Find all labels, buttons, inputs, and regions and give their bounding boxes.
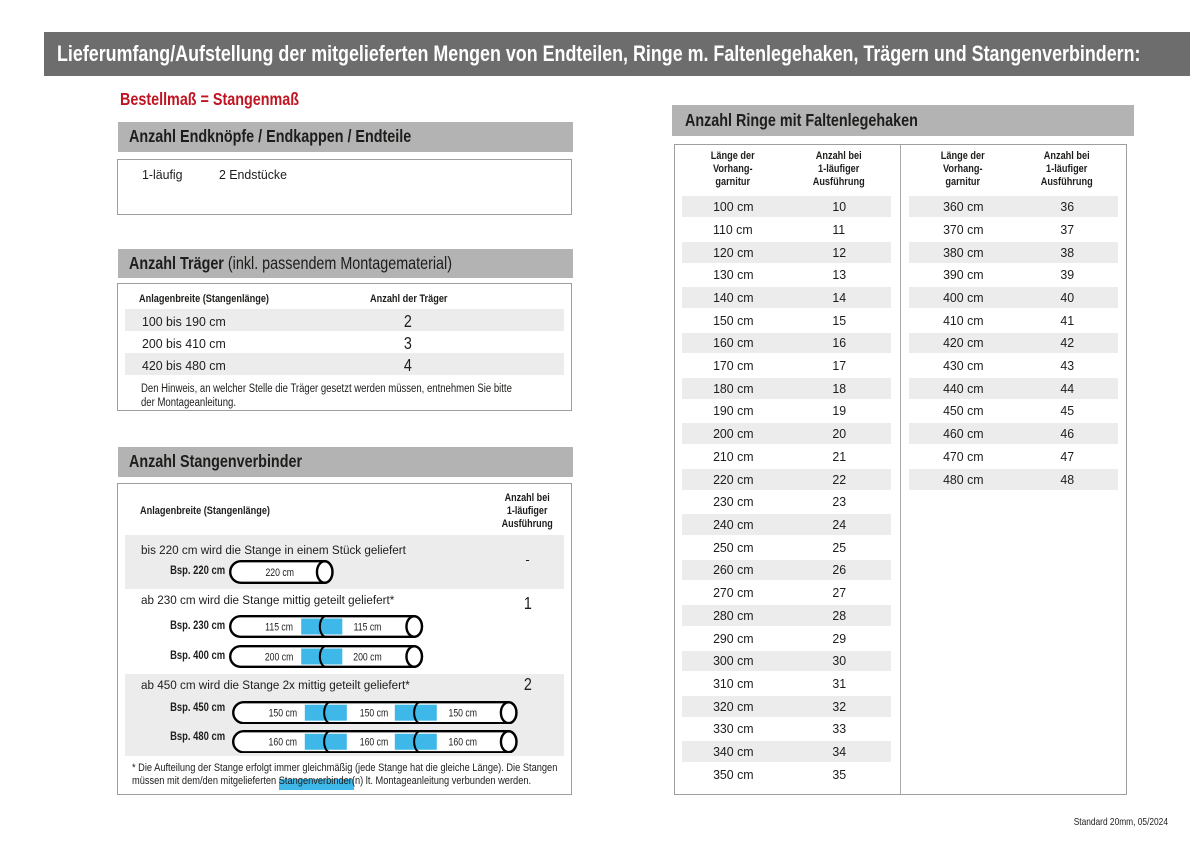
svg-text:160 cm: 160 cm <box>269 737 297 749</box>
svg-text:200 cm: 200 cm <box>354 652 382 664</box>
svg-text:150 cm: 150 cm <box>360 708 388 720</box>
svg-text:115 cm: 115 cm <box>266 622 294 634</box>
svg-text:220 cm: 220 cm <box>266 567 294 579</box>
svg-text:200 cm: 200 cm <box>265 652 293 664</box>
svg-text:160 cm: 160 cm <box>360 737 388 749</box>
svg-text:150 cm: 150 cm <box>269 708 297 720</box>
svg-text:150 cm: 150 cm <box>448 708 476 720</box>
svg-text:160 cm: 160 cm <box>449 737 477 749</box>
svg-text:115 cm: 115 cm <box>354 622 382 634</box>
